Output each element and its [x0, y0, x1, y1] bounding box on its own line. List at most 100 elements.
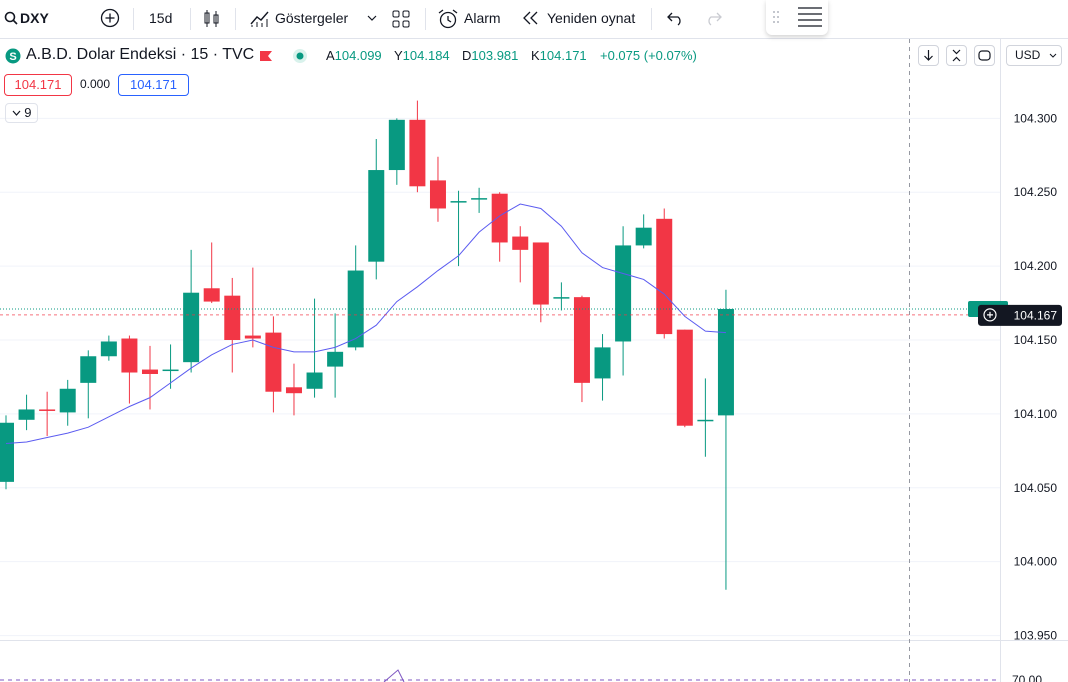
candle-body: [512, 236, 529, 250]
reset-icon: [978, 50, 991, 61]
candle-body: [306, 372, 323, 389]
moving-average: [5, 203, 726, 444]
candle-body: [18, 409, 35, 420]
toolbar: [0, 0, 1068, 39]
candle-body: [141, 369, 158, 374]
separator: [425, 8, 426, 30]
candle-body: [265, 332, 282, 392]
ohlc-close: K104.171: [531, 48, 587, 63]
replay-icon[interactable]: [522, 11, 540, 25]
spread: 0.000: [80, 77, 111, 91]
arrow-icon: [924, 50, 933, 61]
alert-icon[interactable]: [437, 8, 459, 30]
last-price-tag: [978, 304, 1062, 326]
dropdown-icon: [1049, 53, 1057, 58]
candle-body: [203, 288, 220, 302]
scroll-down-button[interactable]: [918, 45, 939, 66]
change: +0.075 (+0.07%): [600, 48, 697, 63]
candle-body: [553, 297, 570, 299]
market-status: [293, 49, 307, 63]
ohlc-high: Y104.184: [394, 48, 450, 63]
candle-body: [656, 218, 673, 335]
collapse-icon: [952, 49, 961, 62]
ohlc-label: Y: [394, 48, 403, 63]
candle-body: [471, 198, 488, 200]
chevron-icon: [12, 110, 21, 116]
candle-body: [121, 338, 138, 373]
ohlc-value: 104.184: [402, 48, 450, 63]
ohlc-open: A104.099: [326, 48, 382, 63]
y-tick-label: 104.000: [1014, 555, 1058, 569]
redo-icon[interactable]: [704, 10, 722, 26]
candle-body: [429, 180, 446, 209]
indicators-button[interactable]: Göstergeler: [275, 10, 349, 26]
candle-body: [80, 356, 97, 383]
y-tick-label: 104.100: [1014, 407, 1058, 421]
add-alert-plus: [987, 311, 993, 318]
candle-body: [717, 308, 734, 416]
indicator-count: 9: [24, 105, 32, 120]
candle-body: [100, 341, 117, 357]
candle-body: [491, 193, 508, 243]
currency: USD: [1015, 48, 1041, 62]
alert-button[interactable]: Alarm: [464, 10, 501, 26]
layouts-icon[interactable]: [391, 9, 411, 29]
y-tick-label: 104.050: [1014, 481, 1058, 495]
separator: [651, 8, 652, 30]
replay-button[interactable]: Yeniden oynat: [547, 10, 636, 26]
candle-body: [697, 419, 714, 422]
candle-body: [285, 387, 302, 394]
ohlc-label: D: [462, 48, 472, 63]
symbol-title: A.B.D. Dolar Endeksi · 15 · TVC: [26, 46, 255, 63]
candle-body: [388, 119, 405, 171]
candle-body: [676, 329, 693, 426]
y-tick-label: 104.250: [1014, 185, 1058, 199]
chart: 103.950 104.000 104.050 104.100 104.150 104.2…: [0, 39, 1068, 682]
separator: [235, 8, 236, 30]
candle-body: [327, 351, 344, 367]
search-icon[interactable]: [4, 11, 18, 25]
dropdown-icon[interactable]: [367, 14, 377, 22]
rsi-line: [383, 669, 405, 682]
last-price-label: 104.167: [1014, 308, 1058, 322]
chart-type-icon[interactable]: [203, 8, 221, 30]
candle-body: [450, 201, 467, 203]
y-tick-label: 103.950: [1014, 629, 1058, 643]
add-alert-icon: [983, 308, 997, 322]
separator: [190, 8, 191, 30]
candle-body: [183, 292, 200, 363]
y-tick-label: 104.150: [1014, 333, 1058, 347]
symbol[interactable]: DXY: [20, 10, 49, 26]
candle-body: [162, 369, 179, 372]
ohlc-value: 104.171: [539, 48, 587, 63]
candle-body: [409, 119, 426, 187]
candle-body: [615, 245, 632, 342]
interval[interactable]: 15d: [149, 10, 173, 26]
indicators-icon[interactable]: [249, 8, 271, 28]
candle-body: [573, 297, 590, 383]
svg-text:S: S: [9, 51, 16, 63]
candle-body: [244, 335, 261, 339]
ohlc-value: 104.099: [334, 48, 382, 63]
sell-price[interactable]: 104.171: [4, 74, 72, 96]
buy-price[interactable]: 104.171: [118, 74, 189, 96]
ohlc-low: D103.981: [462, 48, 518, 63]
ohlc-value: 103.981: [471, 48, 519, 63]
indicators-toggle[interactable]: 9: [5, 103, 38, 123]
reset-button[interactable]: [974, 45, 995, 66]
source-icon: S: [5, 48, 21, 64]
ohlc-label: A: [326, 48, 335, 63]
y-tick-label: 104.300: [1014, 111, 1058, 125]
menu-button[interactable]: [766, 0, 828, 35]
candle-body: [532, 242, 549, 305]
candle-body: [635, 227, 652, 246]
candle-body: [59, 388, 76, 413]
add-symbol-icon[interactable]: [100, 8, 120, 28]
undo-icon[interactable]: [667, 10, 685, 26]
candle-body: [347, 270, 364, 348]
candle-body: [39, 409, 56, 411]
candle-body: [224, 295, 241, 340]
collapse-button[interactable]: [946, 45, 967, 66]
currency-select[interactable]: USD: [1006, 45, 1062, 66]
